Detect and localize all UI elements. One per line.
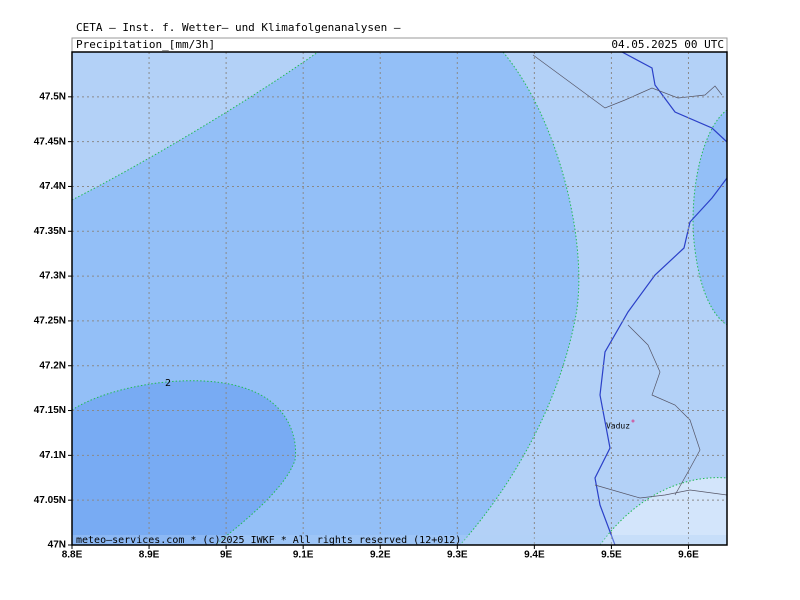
precip-region xyxy=(599,477,728,546)
valid-time: 04.05.2025 00 UTC xyxy=(611,38,724,51)
city-marker xyxy=(631,419,635,423)
x-tick-label: 9E xyxy=(220,550,233,561)
frame xyxy=(71,51,728,546)
x-tick-label: 8.9E xyxy=(139,550,160,561)
border xyxy=(594,51,728,546)
axes: 8.8E 8.9E 9E 9.1E 9.2E 9.3E 9.4E 9.5E 9.6E 47N 47.… xyxy=(34,52,727,561)
y-tick-label: 47.3N xyxy=(39,271,66,282)
contour-label: 2 xyxy=(165,378,171,389)
y-tick-label: 47.2N xyxy=(39,360,66,371)
x-tick-label: 9.4E xyxy=(524,550,545,561)
x-tick-label: 9.3E xyxy=(447,550,468,561)
x-tick-label: 9.2E xyxy=(370,550,391,561)
x-tick-label: 9.5E xyxy=(601,550,622,561)
footer-bar xyxy=(72,535,727,545)
y-tick-label: 47.25N xyxy=(34,316,66,327)
border xyxy=(532,54,728,499)
plot-area xyxy=(71,51,728,546)
precip-region xyxy=(692,109,728,326)
x-tick-label: 9.1E xyxy=(293,550,314,561)
y-tick-label: 47N xyxy=(48,540,66,551)
city-label: Vaduz xyxy=(606,422,630,431)
field-title: Precipitation_[mm/3h] xyxy=(76,38,215,51)
precip-region xyxy=(71,380,297,546)
y-tick-label: 47.35N xyxy=(34,226,66,237)
y-tick-label: 47.15N xyxy=(34,405,66,416)
y-tick-label: 47.05N xyxy=(34,495,66,506)
y-tick-label: 47.4N xyxy=(39,181,66,192)
y-tick-label: 47.45N xyxy=(34,136,66,147)
x-tick-label: 8.8E xyxy=(62,550,83,561)
x-tick-label: 9.6E xyxy=(678,550,699,561)
y-tick-label: 47.5N xyxy=(39,91,66,102)
y-tick-label: 47.1N xyxy=(39,450,66,461)
source-title: CETA – Inst. f. Wetter– und Klimafolgena… xyxy=(76,21,401,34)
footer-credit: meteo–services.com * (c)2025 IWKF * All … xyxy=(76,535,461,546)
